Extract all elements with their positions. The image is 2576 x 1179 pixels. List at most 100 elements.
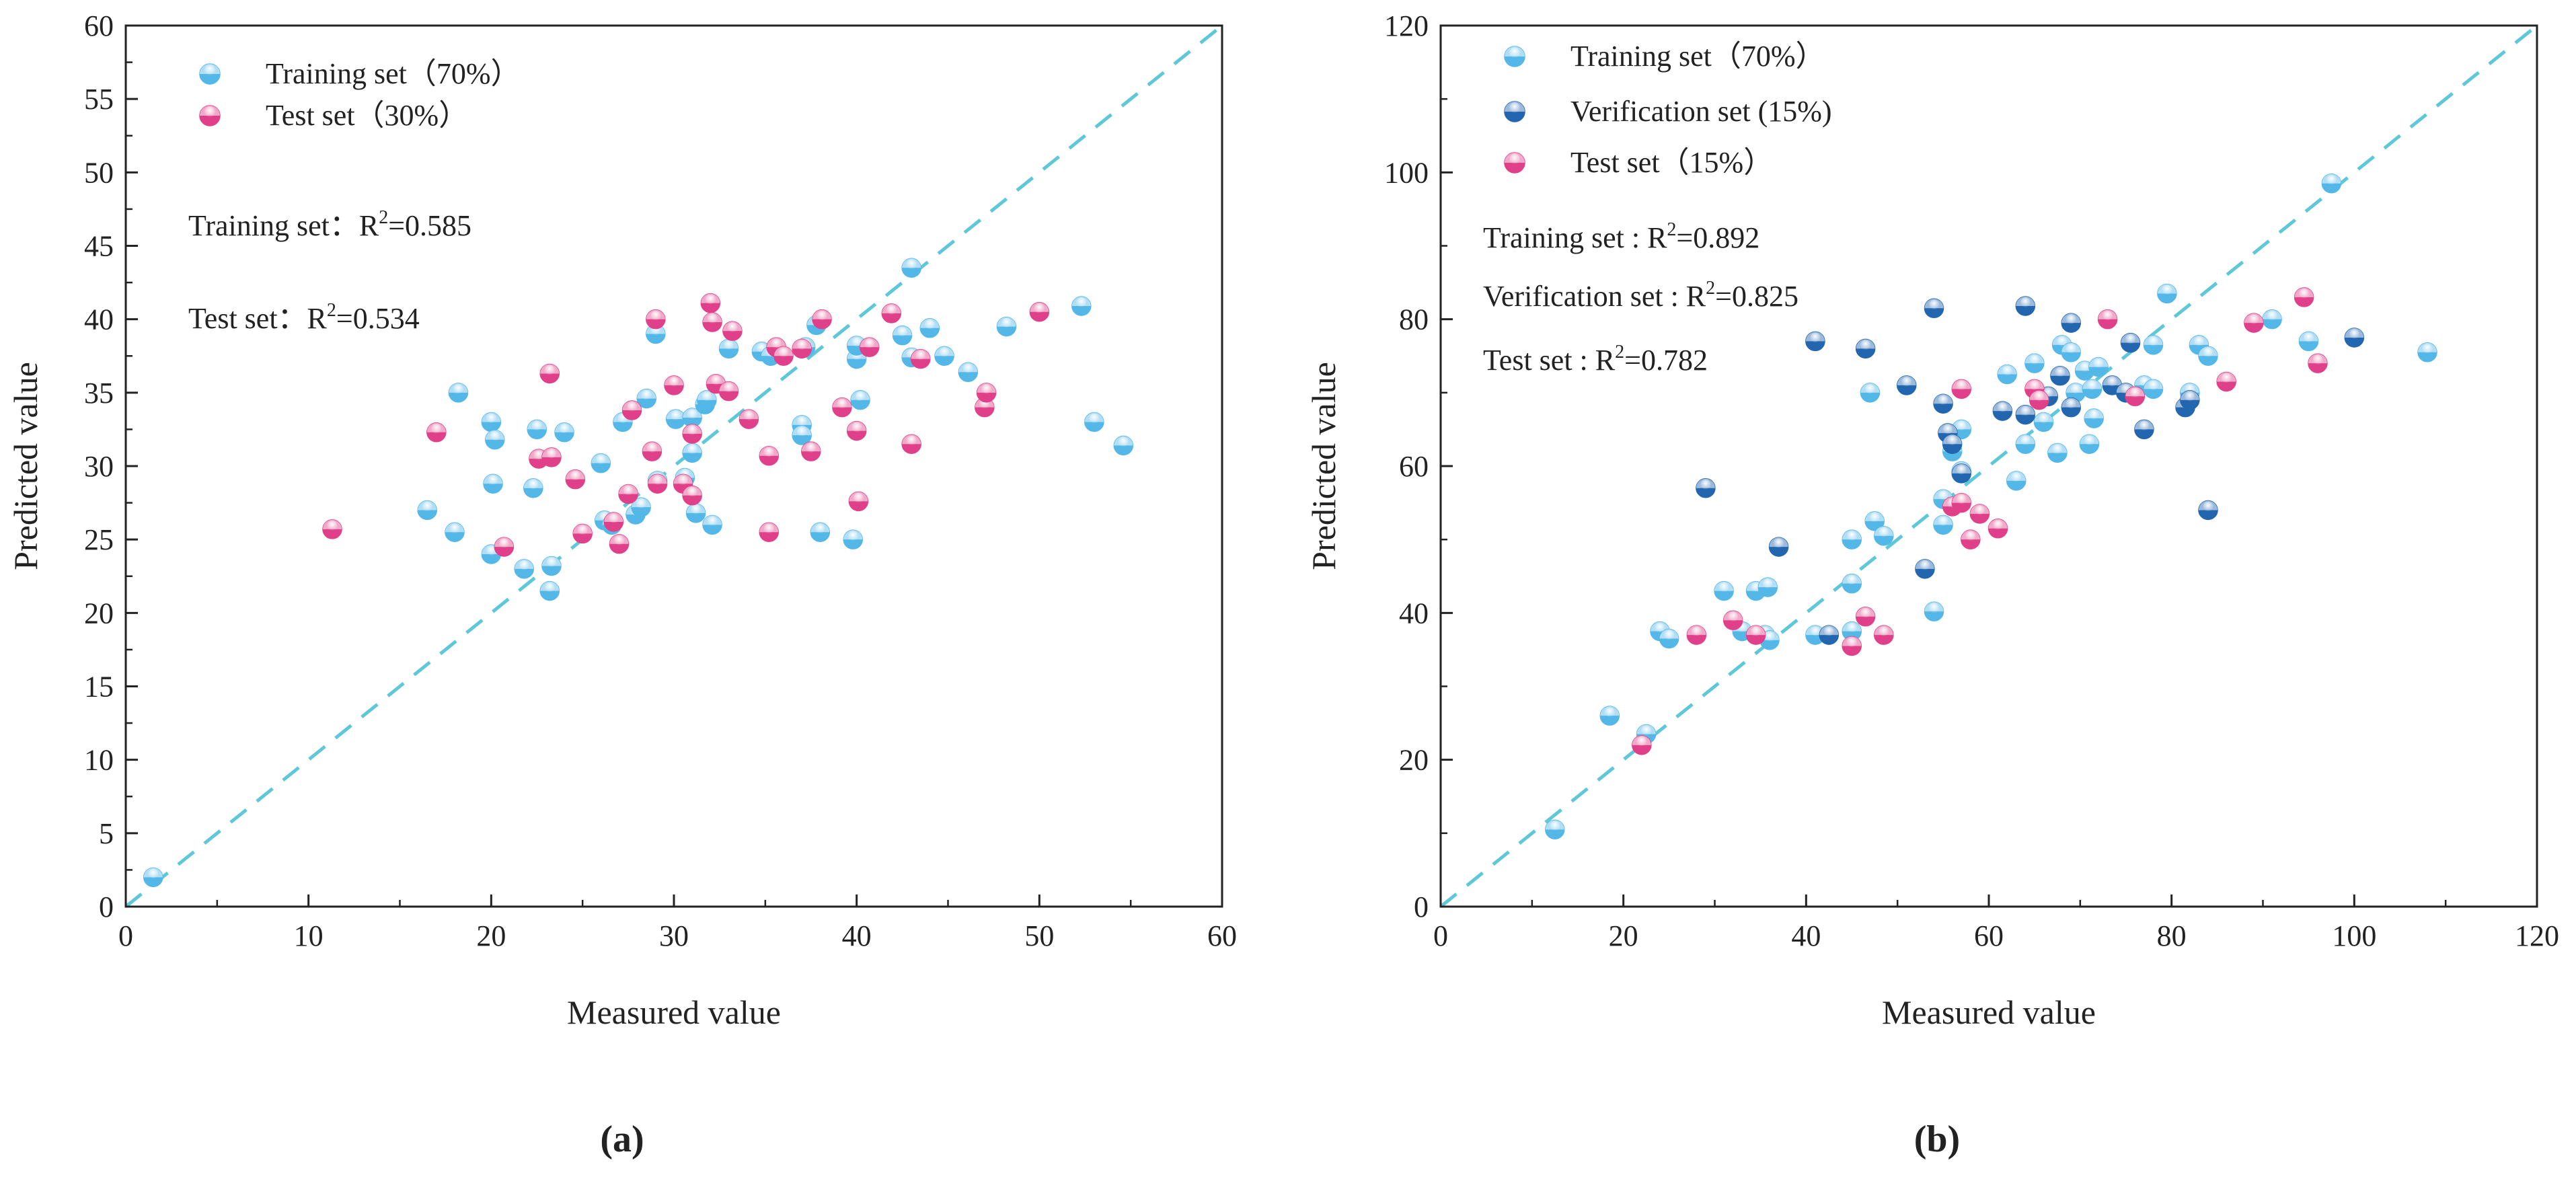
chart-panel-b: 0 20 40 60 80 100 120 0 20 40 60 80 100 120 Training… — [1305, 9, 2559, 1160]
reference-line — [124, 24, 1223, 908]
point-test-set — [976, 383, 997, 403]
point-test-set — [1874, 625, 1894, 645]
point-training-set — [919, 318, 940, 338]
point-verification-set — [1897, 375, 1917, 395]
point-test-set — [718, 381, 739, 402]
legend-label-training: Training set（70%） — [1570, 40, 1825, 73]
point-training-set — [539, 580, 560, 601]
point-test-set — [722, 321, 743, 341]
point-test-set — [759, 522, 780, 542]
y-tick-label: 35 — [84, 377, 114, 410]
point-training-set — [1842, 573, 1862, 594]
point-training-set — [843, 529, 863, 549]
point-verification-set — [2015, 296, 2036, 316]
y-tick-label: 20 — [84, 597, 114, 630]
point-training-set — [2321, 173, 2342, 194]
point-training-set — [665, 409, 686, 429]
point-training-set — [2066, 383, 2086, 403]
point-training-set — [143, 867, 163, 888]
point-verification-set — [1924, 298, 1944, 319]
point-training-set — [810, 522, 831, 542]
point-test-set — [759, 445, 780, 466]
x-tick-label: 30 — [659, 919, 689, 952]
point-training-set — [2006, 471, 2026, 491]
point-test-set — [1951, 379, 1971, 400]
point-test-set — [426, 422, 447, 443]
point-verification-set — [2344, 328, 2365, 348]
point-test-set — [2308, 353, 2328, 373]
point-training-set — [1757, 577, 1778, 597]
point-training-set — [1659, 628, 1679, 649]
point-training-set — [1864, 511, 1885, 531]
point-training-set — [1599, 706, 1620, 726]
point-training-set — [2088, 356, 2109, 377]
y-tick-label: 45 — [84, 230, 114, 263]
point-test-set — [881, 303, 902, 324]
legend-swatch — [199, 63, 221, 85]
point-test-set — [1842, 636, 1862, 656]
x-tick-label: 80 — [2157, 919, 2187, 952]
legend-swatch — [1504, 152, 1525, 174]
legend: Training set（70%） Test set（30%） — [199, 57, 521, 132]
point-training-set — [2198, 346, 2218, 366]
point-training-set — [1874, 525, 1894, 546]
annotation-training-r2: Training set：R2=0.585 — [188, 207, 471, 242]
point-training-set — [554, 422, 574, 443]
point-test-set — [609, 533, 630, 554]
y-tick-label: 10 — [84, 744, 114, 777]
y-tick-label: 5 — [99, 817, 114, 850]
point-training-set — [481, 412, 502, 432]
x-tick-label: 10 — [294, 919, 324, 952]
point-test-set — [1722, 610, 1743, 630]
y-tick-label: 0 — [1414, 890, 1429, 923]
point-training-set — [591, 453, 611, 473]
point-test-set — [682, 424, 702, 444]
y-tick-label: 120 — [1384, 9, 1429, 42]
x-tick-label: 50 — [1024, 919, 1054, 952]
y-tick-label: 100 — [1384, 156, 1429, 189]
point-training-set — [1933, 515, 1953, 535]
point-training-set — [417, 500, 437, 521]
point-verification-set — [1915, 559, 1935, 579]
point-training-set — [2079, 434, 2100, 454]
point-test-set — [2029, 390, 2049, 410]
point-verification-set — [1696, 478, 1716, 498]
point-test-set — [322, 519, 342, 539]
legend-swatch — [1504, 101, 1525, 122]
y-axis-ticks: 0 5 10 15 20 25 30 35 40 45 50 55 60 — [84, 9, 138, 923]
point-test-set — [2097, 309, 2118, 330]
y-tick-label: 25 — [84, 523, 114, 556]
point-training-set — [636, 388, 656, 409]
point-test-set — [603, 512, 624, 532]
point-training-set — [1113, 435, 1134, 456]
point-training-set — [682, 443, 702, 463]
x-axis-label: Measured value — [1882, 993, 2096, 1031]
legend: Training set（70%） Verification set (15%)… — [1504, 40, 1832, 179]
legend-label-verification: Verification set (15%) — [1570, 95, 1832, 128]
point-verification-set — [2015, 404, 2036, 425]
point-test-set — [2125, 386, 2146, 407]
point-test-set — [848, 491, 869, 512]
point-test-set — [773, 346, 794, 366]
y-tick-label: 0 — [99, 890, 114, 923]
point-test-set — [541, 447, 562, 467]
point-verification-set — [2134, 419, 2154, 440]
point-test-set — [2244, 313, 2264, 333]
point-test-set — [792, 338, 812, 359]
point-training-set — [1071, 296, 1092, 316]
x-tick-label: 100 — [2332, 919, 2376, 952]
point-training-set — [514, 559, 534, 579]
point-training-set — [483, 473, 503, 494]
point-verification-set — [2198, 500, 2218, 521]
point-test-set — [618, 484, 638, 504]
point-training-set — [445, 522, 465, 542]
point-test-set — [565, 469, 586, 490]
x-tick-label: 60 — [1207, 919, 1237, 952]
point-test-set — [646, 309, 666, 330]
point-training-set — [2143, 335, 2164, 355]
point-test-set — [1987, 519, 2008, 539]
point-training-set — [1714, 580, 1734, 601]
legend-label-test: Test set（15%） — [1570, 146, 1773, 179]
panel-label-a: (a) — [600, 1118, 644, 1160]
y-tick-label: 50 — [84, 156, 114, 189]
